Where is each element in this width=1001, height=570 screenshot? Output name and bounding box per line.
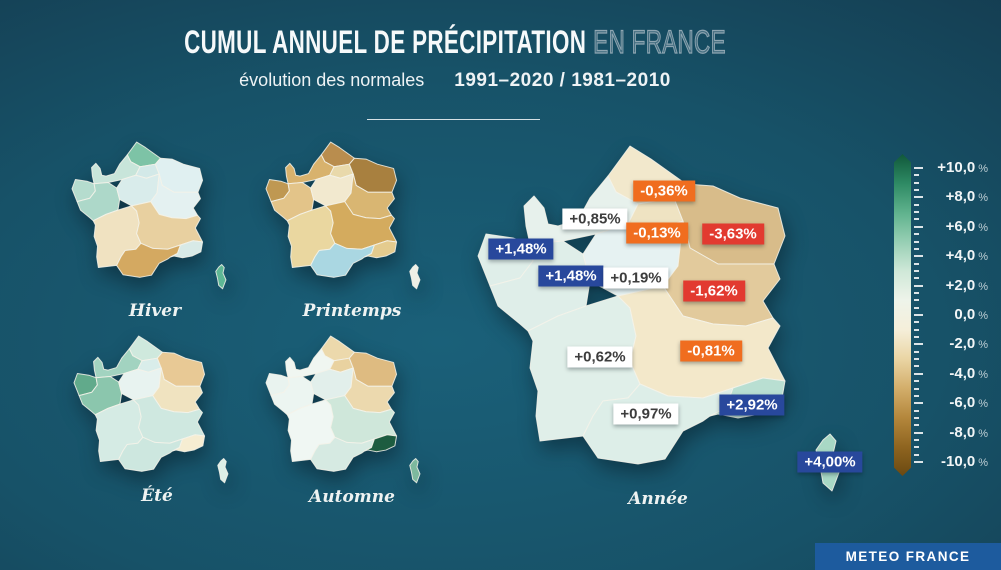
scale-minor-tick: [914, 299, 919, 302]
region-paca-automne: [365, 435, 397, 452]
title-main: CUMUL ANNUEL DE PRÉCIPITATION: [184, 24, 587, 60]
page-title: CUMUL ANNUEL DE PRÉCIPITATION EN FRANCE: [137, 23, 774, 61]
scale-major-tick: [914, 372, 923, 375]
region-occitanie-hiver: [117, 243, 181, 277]
scale-minor-tick: [914, 181, 919, 184]
scale-minor-tick: [914, 350, 919, 353]
region-paca-printemps: [365, 241, 397, 258]
scale-label-+2,0: +2,0%: [945, 276, 988, 294]
scale-minor-tick: [914, 328, 919, 331]
subtitle-years: 1991–2020 / 1981–2010: [454, 70, 671, 91]
value-badge-grandest: -3,63%: [702, 223, 764, 245]
map-hiver: [72, 142, 240, 291]
scale-minor-tick: [914, 394, 919, 397]
scale-minor-tick: [914, 291, 919, 294]
value-badge-cvl: +0,19%: [603, 267, 669, 289]
color-scale-legend: +10,0% +8,0% +6,0% +4,0% +2,0% 0,0% -2,0% -4,0%…: [888, 146, 1000, 486]
title-secondary: EN FRANCE: [593, 23, 726, 60]
region-corse-printemps: [410, 265, 420, 289]
value-badge-bfc: -1,62%: [683, 280, 745, 302]
region-corse-hiver: [216, 265, 226, 289]
map-label-annee: Année: [628, 489, 688, 509]
meteo-france-logo: METEO FRANCE: [815, 543, 1001, 570]
scale-minor-tick: [914, 409, 919, 412]
scale-major-tick: [914, 167, 923, 169]
scale-major-tick: [914, 314, 923, 316]
scale-minor-tick: [914, 262, 919, 265]
subtitle-label: évolution des normales: [239, 70, 425, 90]
map-ete: [74, 336, 242, 485]
scale-minor-tick: [914, 365, 919, 368]
value-badge-idf: -0,13%: [626, 222, 688, 244]
scale-label-+10,0: +10,0%: [937, 159, 988, 176]
map-label-hiver: Hiver: [128, 301, 182, 321]
scale-major-tick: [914, 284, 923, 287]
scale-minor-tick: [914, 336, 919, 339]
scale-minor-tick: [914, 189, 919, 192]
region-paca-hiver: [171, 241, 203, 258]
header: CUMUL ANNUEL DE PRÉCIPITATION EN FRANCE é…: [0, 0, 910, 92]
value-badge-occitanie: +0,97%: [613, 403, 679, 425]
map-annee: -0,36% +0,85% -0,13% -3,63% +1,48% +1,48% +0,1…: [478, 146, 873, 496]
scale-minor-tick: [914, 453, 919, 456]
scale-label-0,0: 0,0%: [954, 306, 988, 323]
scale-label--6,0: -6,0%: [949, 394, 988, 412]
scale-minor-tick: [914, 174, 919, 177]
scale-label-+4,0: +4,0%: [945, 247, 988, 265]
region-occitanie-ete: [119, 437, 183, 471]
scale-major-tick: [914, 461, 923, 463]
region-corse-ete: [218, 459, 228, 483]
value-badge-bretagne: +1,48%: [488, 238, 554, 260]
scale-minor-tick: [914, 203, 919, 206]
region-corse-automne: [410, 459, 420, 483]
scale-minor-tick: [914, 321, 919, 324]
header-divider: [367, 119, 540, 120]
region-paca-ete: [173, 435, 205, 452]
color-scale-gradient-bar: [894, 154, 911, 476]
scale-minor-tick: [914, 446, 919, 449]
value-badge-aura: -0,81%: [680, 340, 742, 362]
value-badge-hdf: -0,36%: [633, 180, 695, 202]
scale-minor-tick: [914, 211, 919, 214]
map-label-ete: Été: [141, 486, 173, 506]
value-badge-na: +0,62%: [567, 346, 633, 368]
map-printemps: [266, 142, 434, 291]
scale-major-tick: [914, 255, 923, 258]
scale-minor-tick: [914, 358, 919, 361]
scale-minor-tick: [914, 240, 919, 243]
scale-major-tick: [914, 343, 923, 346]
scale-major-tick: [914, 402, 923, 405]
scale-minor-tick: [914, 233, 919, 236]
scale-major-tick: [914, 431, 923, 434]
scale-label-+8,0: +8,0%: [945, 188, 988, 206]
scale-minor-tick: [914, 269, 919, 272]
scale-minor-tick: [914, 277, 919, 280]
region-occitanie-automne: [311, 437, 375, 471]
subtitle: évolution des normales 1991–2020 / 1981–2…: [0, 70, 910, 92]
scale-minor-tick: [914, 247, 919, 250]
scale-major-tick: [914, 225, 923, 228]
scale-minor-tick: [914, 218, 919, 221]
scale-major-tick: [914, 196, 923, 199]
scale-minor-tick: [914, 424, 919, 427]
scale-label--8,0: -8,0%: [949, 423, 988, 441]
value-badge-normandie: +0,85%: [562, 208, 628, 230]
map-automne: [266, 336, 434, 485]
scale-label--2,0: -2,0%: [949, 335, 988, 353]
scale-minor-tick: [914, 438, 919, 441]
scale-minor-tick: [914, 416, 919, 419]
scale-minor-tick: [914, 387, 919, 390]
scale-minor-tick: [914, 380, 919, 383]
value-badge-pdll: +1,48%: [538, 265, 604, 287]
scale-label--10,0: -10,0%: [941, 453, 988, 470]
map-label-automne: Automne: [309, 487, 395, 507]
scale-minor-tick: [914, 306, 919, 309]
value-badge-paca: +2,92%: [719, 394, 785, 416]
value-badge-corse: +4,00%: [797, 451, 863, 473]
scale-label--4,0: -4,0%: [949, 364, 988, 382]
map-label-printemps: Printemps: [302, 301, 402, 321]
region-occitanie-printemps: [311, 243, 375, 277]
scale-label-+6,0: +6,0%: [945, 217, 988, 235]
